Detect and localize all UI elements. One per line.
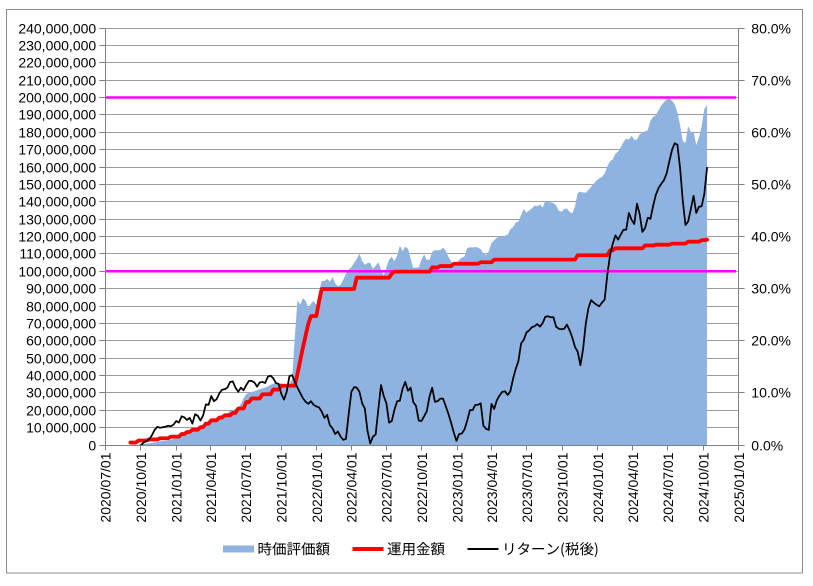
y-axis-right-label: 70.0% xyxy=(751,72,791,88)
y-axis-left-label: 200,000,000 xyxy=(18,89,96,105)
y-axis-left-label: 240,000,000 xyxy=(18,20,96,36)
y-axis-left-label: 110,000,000 xyxy=(19,245,96,261)
y-axis-left-label: 220,000,000 xyxy=(18,54,96,70)
legend-swatch-area xyxy=(223,545,254,553)
x-axis-label: 2025/01/01 xyxy=(731,452,747,522)
x-axis-label: 2022/01/01 xyxy=(309,452,325,522)
x-axis-label: 2021/01/01 xyxy=(168,452,184,522)
y-axis-left-label: 80,000,000 xyxy=(26,298,96,314)
legend-item-2 xyxy=(467,542,598,558)
y-axis-right-label: 50.0% xyxy=(751,176,791,192)
x-axis-label: 2024/10/01 xyxy=(695,452,711,522)
chart-border xyxy=(6,9,803,574)
y-axis-right-label: 60.0% xyxy=(751,124,791,140)
series-line-return-after-tax xyxy=(140,142,708,446)
x-axis-label: 2024/01/01 xyxy=(590,452,606,522)
y-axis-left-label: 190,000,000 xyxy=(18,106,96,122)
x-axis-label: 2024/07/01 xyxy=(660,452,676,522)
x-axis-label: 2024/04/01 xyxy=(625,452,641,522)
y-axis-left-label: 130,000,000 xyxy=(18,211,96,227)
y-axis-right-label: 80.0% xyxy=(751,20,791,36)
y-axis-right-label: 40.0% xyxy=(751,228,791,244)
y-axis-left-label: 170,000,000 xyxy=(18,141,96,157)
y-axis-left-label: 160,000,000 xyxy=(18,159,96,175)
y-axis-left-label: 70,000,000 xyxy=(26,315,96,331)
x-axis-label: 2023/04/01 xyxy=(484,452,500,522)
y-axis-left-label: 100,000,000 xyxy=(18,263,96,279)
y-axis-right: 0.0% 10.0% 20.0% 30.0% 40.0% 50.0% 60.0% 70.0% 8… xyxy=(738,20,791,453)
y-axis-left-label: 30,000,000 xyxy=(26,384,96,400)
y-axis-left-label: 230,000,000 xyxy=(18,37,96,53)
x-axis-label: 2022/10/01 xyxy=(414,452,430,522)
y-axis-right-label: 0.0% xyxy=(751,437,783,453)
y-axis-left-label: 40,000,000 xyxy=(26,367,96,383)
y-axis-left-label: 60,000,000 xyxy=(26,332,96,348)
y-axis-left-label: 20,000,000 xyxy=(26,402,96,418)
x-axis-label: 2021/04/01 xyxy=(203,452,219,522)
y-axis-left-label: 180,000,000 xyxy=(18,124,96,140)
x-axis-label: 2023/07/01 xyxy=(519,452,535,522)
legend-item-0 xyxy=(223,542,330,556)
y-axis-left-label: 50,000,000 xyxy=(26,350,96,366)
y-axis-left-label: 210,000,000 xyxy=(18,72,96,88)
y-axis-left-label: 90,000,000 xyxy=(26,280,96,296)
y-axis-left-label: 0 xyxy=(88,437,96,453)
x-axis-label: 2022/04/01 xyxy=(344,452,360,522)
y-axis-right-label: 20.0% xyxy=(751,332,791,348)
x-axis-label: 2023/01/01 xyxy=(449,452,465,522)
x-axis-label: 2020/07/01 xyxy=(98,452,114,522)
y-axis-left-label: 140,000,000 xyxy=(18,193,96,209)
y-axis-left-label: 10,000,000 xyxy=(26,419,96,435)
y-axis-left-label: 120,000,000 xyxy=(18,228,96,244)
legend xyxy=(223,542,598,558)
x-axis-label: 2022/07/01 xyxy=(379,452,395,522)
x-axis-label: 2023/10/01 xyxy=(555,452,571,522)
x-axis-label: 2021/07/01 xyxy=(238,452,254,522)
x-axis-label: 2020/10/01 xyxy=(133,452,149,522)
x-axis: 2020/07/01 2020/10/01 2021/01/01 2021/04/01… xyxy=(98,445,747,523)
legend-item-1 xyxy=(352,542,445,556)
y-axis-right-label: 30.0% xyxy=(751,280,791,296)
x-axis-label: 2021/10/01 xyxy=(274,452,290,522)
y-axis-left-label: 150,000,000 xyxy=(18,176,96,192)
y-axis-right-label: 10.0% xyxy=(751,384,791,400)
